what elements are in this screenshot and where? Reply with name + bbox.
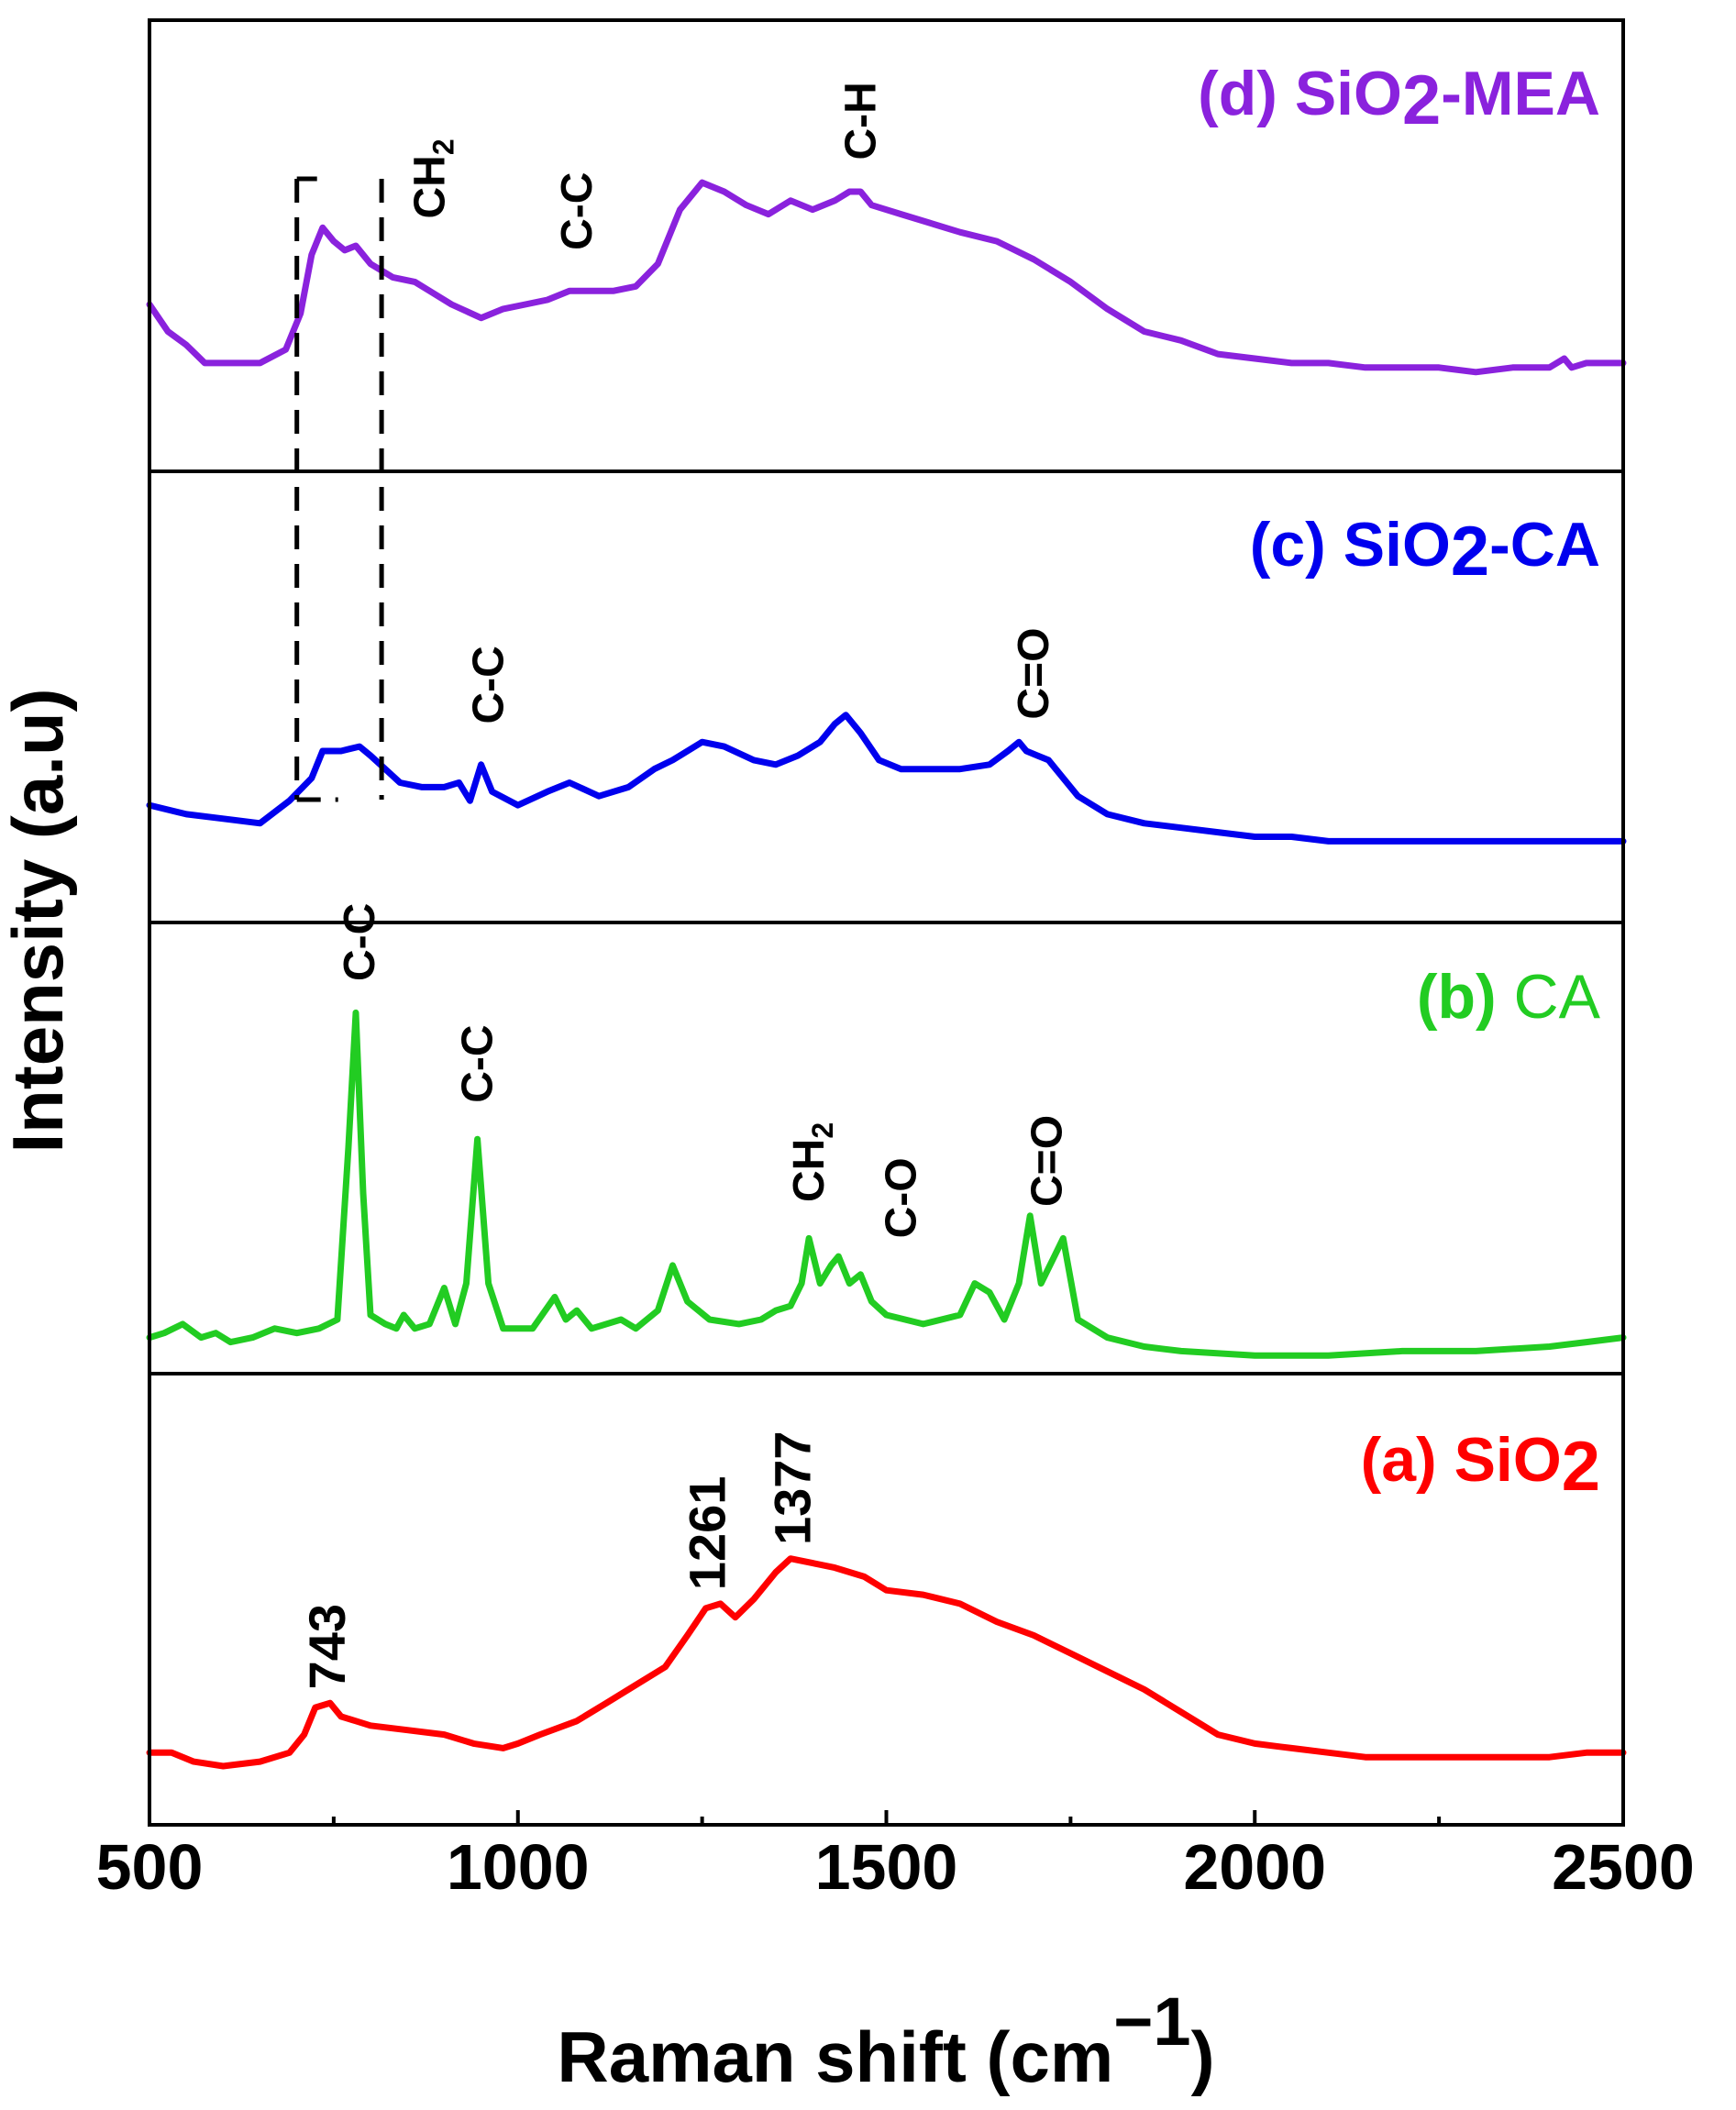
peak-label-text: 1377	[764, 1431, 822, 1545]
panel-c: (c) SiO2-CA C-C C=O	[146, 510, 1627, 845]
panel-b: (b) CA C-C C-C CH2 C-O C=O	[146, 903, 1627, 1359]
x-tick-label: 500	[96, 1831, 204, 1903]
peak-label-text: C-H	[836, 82, 885, 160]
x-tick-label: 1000	[447, 1831, 590, 1903]
y-axis-label: Intensity (a.u)	[0, 688, 78, 1153]
peak-label-d-0: CH2	[405, 138, 459, 218]
peak-label-a-0: 743	[298, 1604, 356, 1689]
peak-label-d-1: C-C	[553, 172, 602, 250]
series-line-b	[146, 1009, 1627, 1359]
frame-layer	[148, 18, 1625, 1827]
panel-label-subscript: 2	[1562, 1428, 1600, 1506]
panel-label-name: CA	[1514, 962, 1601, 1032]
x-axis-label: Raman shift (cm−1)	[557, 1983, 1214, 2097]
peak-label-b-2: CH2	[785, 1122, 839, 1202]
peak-label-b-0: C-C	[336, 903, 384, 981]
x-tick-label: 1500	[815, 1831, 958, 1903]
x-tick-label: 2000	[1183, 1831, 1326, 1903]
panel-a: (a) SiO2 743 1261 1377	[146, 1425, 1627, 1770]
peak-label-text: C-C	[553, 172, 602, 250]
panel-label-a: (a) SiO2	[1361, 1425, 1600, 1506]
series-line-d	[146, 179, 1627, 376]
series-line-a	[146, 1555, 1627, 1770]
panel-label-text: (b)	[1417, 962, 1514, 1032]
x-axis-label-close: )	[1191, 2016, 1215, 2097]
panel-label-subscript: 2	[1402, 61, 1441, 139]
x-axis-label-exponent: −1	[1113, 1983, 1190, 2060]
panel-label-suffix: -CA	[1489, 510, 1600, 580]
peak-label-text: 743	[298, 1604, 356, 1689]
panel-label-text: (d) SiO	[1198, 59, 1402, 128]
peak-label-text: C=O	[1023, 1115, 1072, 1207]
peak-label-a-2: 1377	[764, 1431, 822, 1545]
x-axis-label-main: Raman shift (cm	[557, 2016, 1113, 2097]
peak-label-text: C-C	[454, 1024, 503, 1102]
panel-label-suffix: -MEA	[1441, 59, 1600, 128]
peak-label-text: C=O	[1010, 628, 1058, 720]
x-tick-label: 2500	[1552, 1831, 1695, 1903]
panel-label-text: (c) SiO	[1250, 510, 1451, 580]
peak-label-text: C-C	[336, 903, 384, 981]
peak-label-a-1: 1261	[679, 1476, 736, 1591]
peak-label-text: CH	[785, 1139, 834, 1202]
peak-label-text: CH	[405, 155, 454, 218]
peak-label-text: C-O	[878, 1157, 926, 1238]
peak-label-text: C-C	[465, 646, 514, 724]
panel-label-text: (a) SiO	[1361, 1425, 1562, 1495]
highlight-region	[294, 176, 384, 802]
peak-label-c-0: C-C	[465, 646, 514, 724]
peak-label-d-2: C-H	[836, 82, 885, 160]
axis-layer: 500 1000 1500 2000 2500	[96, 1810, 1695, 1903]
peak-label-subscript: 2	[426, 138, 459, 155]
panel-label-d: (d) SiO2-MEA	[1198, 59, 1600, 139]
panel-label-b: (b) CA	[1417, 962, 1601, 1032]
peak-label-c-1: C=O	[1010, 628, 1058, 720]
panel-label-subscript: 2	[1451, 513, 1489, 591]
peak-label-b-4: C=O	[1023, 1115, 1072, 1207]
panel-label-c: (c) SiO2-CA	[1250, 510, 1600, 591]
peak-label-text: 1261	[679, 1476, 736, 1591]
peak-label-b-1: C-C	[454, 1024, 503, 1102]
peak-label-b-3: C-O	[878, 1157, 926, 1238]
series-line-c	[146, 712, 1627, 845]
peak-label-subscript: 2	[806, 1122, 839, 1139]
